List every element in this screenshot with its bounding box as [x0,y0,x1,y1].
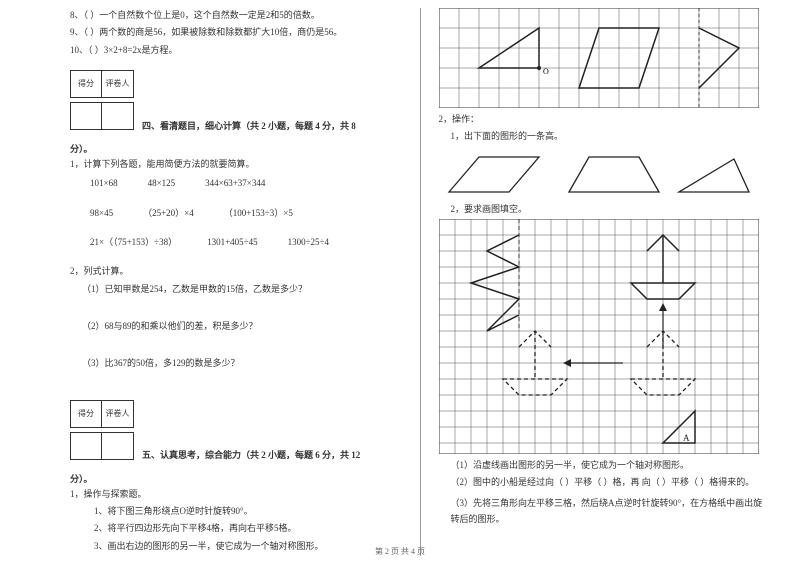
list-calc-intro: 2，列式计算。 [70,264,402,279]
s5-p1-1: 1、将下图三角形绕点O逆时针旋转90°。 [70,504,402,519]
left-column: 8、（ ）一个自然数个位上是0，这个自然数一定是2和5的倍数。 9、（ ）两个数… [70,8,402,556]
reviewer-empty [102,102,134,130]
calc-row-1: 101×68 48×125 344×63+37×344 [70,176,402,191]
score-empty-5 [70,432,102,460]
grid-q3: （3）先将三角形向左平移三格，然后绕A点逆时针旋转90°，在方格纸中画出旋转后的… [439,496,771,527]
reviewer-empty-5 [102,432,134,460]
section-5-title: 五、认真思考，综合能力（共 2 小题，每题 6 分，共 12 [142,448,360,463]
question-9: 9、（ ）两个数的商是56，如果被除数和除数都扩大10倍，商仍是56。 [70,25,402,40]
r-p2-2: 2，要求画图填空。 [439,202,771,217]
score-box-5: 得分 评卷人 [70,400,134,428]
score-label-5: 得分 [70,400,102,428]
grid-figure-main: A [439,219,759,454]
reviewer-label-5: 评卷人 [102,400,134,428]
svg-text:O: O [543,67,549,76]
question-8: 8、（ ）一个自然数个位上是0，这个自然数一定是2和5的倍数。 [70,8,402,23]
calc-2b: （25+20）×4 [143,206,194,221]
s5-p1-2: 2、将平行四边形先向下平移4格，再向右平移5格。 [70,521,402,536]
score-label: 得分 [70,70,102,98]
r-p2-1: 1，出下面的图形的一条高。 [439,129,771,144]
section-4-title-cont: 分）。 [70,142,402,157]
calc-3c: 1300÷25÷4 [288,235,329,250]
question-10: 10、（ ）3×2+8=2x是方程。 [70,43,402,58]
list-calc-3: （3）比367的50倍，多129的数是多少？ [70,356,402,371]
calc-3b: 1301+405÷45 [207,235,258,250]
calc-row-3: 21×（（75+153）÷38） 1301+405÷45 1300÷25÷4 [70,235,402,250]
s5-p1: 1，操作与探索题。 [70,487,402,502]
grid-figure-top: O [439,8,759,108]
score-empty [70,102,102,130]
calc-row-2: 98×45 （25+20）×4 （100+153÷3）×5 [70,206,402,221]
r-p2: 2，操作： [439,112,771,127]
calc-1b: 48×125 [148,176,176,191]
grid-q2: （2）图中的小船是经过向（ ）平移（ ）格，再 向（ ）平移（ ）格得来的。 [439,475,771,490]
right-column: O 2，操作： 1，出下面的图形的一条高。 2，要求画图填空。 [439,8,771,556]
section-5-title-cont: 分）。 [70,472,402,487]
calc-1a: 101×68 [90,176,118,191]
shapes-row [439,147,759,202]
svg-text:A: A [683,433,690,443]
calc-2a: 98×45 [90,206,113,221]
section-4-title: 四、看清题目，细心计算（共 2 小题，每题 4 分，共 8 [142,119,356,134]
reviewer-label: 评卷人 [102,70,134,98]
column-divider [420,8,421,556]
score-box-4: 得分 评卷人 [70,70,134,98]
calc-2c: （100+153÷3）×5 [224,206,293,221]
calc-1c: 344×63+37×344 [205,176,265,191]
list-calc-1: （1）已知甲数是254，乙数是甲数的15倍，乙数是多少？ [70,282,402,297]
grid-q1: （1）沿虚线画出图形的另一半，使它成为一个轴对称图形。 [439,458,771,473]
calc-intro: 1，计算下列各题，能用简便方法的就要简算。 [70,157,402,172]
page-footer: 第 2 页 共 4 页 [0,546,800,557]
list-calc-2: （2）68与89的和乘以他们的差，积是多少？ [70,319,402,334]
calc-3a: 21×（（75+153）÷38） [90,235,177,250]
